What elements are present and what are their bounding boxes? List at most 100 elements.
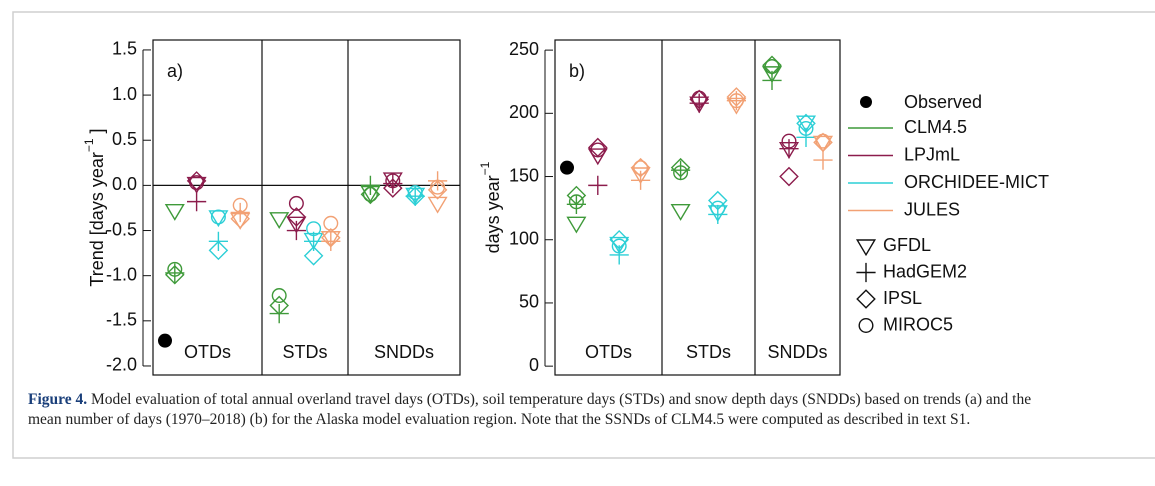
marker-triangle: [286, 216, 307, 234]
marker-plus: [304, 231, 324, 251]
marker-diamond: [269, 295, 289, 316]
marker-diamond: [321, 227, 341, 248]
y-tick-label: -2.0: [106, 355, 137, 375]
category-label: STDs: [686, 342, 731, 362]
marker-triangle: [164, 203, 185, 221]
marker-triangle: [670, 203, 691, 221]
marker-diamond: [813, 132, 833, 153]
y-tick-label: -1.5: [106, 310, 137, 330]
marker-plus: [286, 220, 306, 241]
y-tick-label: 1.0: [112, 84, 137, 104]
y-tick-label: 150: [509, 165, 539, 185]
marker-plus: [631, 170, 651, 190]
marker-triangle: [855, 239, 877, 257]
y-tick-label: 0.0: [112, 174, 137, 194]
marker-plus: [689, 93, 709, 113]
marker-plus: [813, 150, 833, 170]
y-tick-label: 0.5: [112, 129, 137, 149]
category-label: STDs: [283, 342, 328, 362]
marker-diamond: [208, 240, 229, 261]
y-tick-label: 50: [519, 292, 539, 312]
y-axis-label: Trend [days year−1 ]: [82, 128, 107, 286]
category-label: OTDs: [184, 342, 231, 362]
marker-circle: [764, 59, 780, 75]
marker-circle: [798, 120, 814, 136]
marker-diamond: [708, 190, 728, 211]
marker-circle: [189, 175, 205, 191]
marker-diamond: [286, 207, 307, 227]
marker-plus: [187, 192, 207, 212]
marker-circle: [691, 90, 707, 106]
category-label: SNDDs: [374, 342, 434, 362]
marker-plus: [856, 262, 876, 283]
y-axis-label: days year−1: [478, 161, 503, 253]
marker-circle: [407, 185, 423, 201]
plot-frame: [554, 39, 841, 376]
marker-circle: [781, 133, 797, 149]
marker-plus: [779, 139, 799, 159]
legend-label: LPJmL: [904, 144, 960, 164]
y-tick-label: 1.5: [112, 39, 137, 59]
observed-point: [560, 160, 574, 175]
marker-plus: [796, 127, 816, 147]
y-label-superscript: −1: [478, 161, 492, 175]
y-tick-label: -1.0: [106, 264, 137, 284]
marker-circle: [568, 194, 584, 210]
marker-diamond: [566, 185, 587, 206]
marker-circle: [167, 261, 183, 277]
y-tick-label: 0: [529, 355, 539, 375]
marker-triangle: [208, 210, 229, 228]
legend-label: Observed: [904, 92, 982, 112]
marker-diamond: [427, 180, 448, 200]
marker-circle: [430, 179, 446, 195]
caption: Figure 4. Model evaluation of total annu…: [28, 390, 1068, 430]
marker-circle: [590, 142, 606, 158]
legend-observed-marker: [860, 96, 872, 108]
marker-diamond: [670, 157, 691, 178]
marker-diamond: [726, 87, 747, 107]
marker-circle: [858, 318, 874, 334]
legend-label: GFDL: [883, 235, 931, 255]
marker-circle: [210, 209, 226, 225]
y-label-text: days year: [483, 175, 503, 253]
caption-text: Model evaluation of total annual overlan…: [28, 391, 1032, 428]
y-label-suffix: ]: [87, 128, 107, 138]
marker-circle: [385, 173, 401, 189]
marker-triangle: [587, 148, 608, 166]
marker-triangle: [320, 231, 341, 248]
marker-circle: [232, 197, 248, 213]
category-label: OTDs: [585, 342, 632, 362]
figure-frame: [12, 11, 1155, 459]
marker-circle: [673, 165, 689, 181]
marker-diamond: [779, 166, 799, 187]
marker-diamond: [609, 229, 629, 250]
marker-diamond: [689, 89, 709, 110]
plot-frame: [152, 39, 461, 376]
y-tick-label: 200: [509, 102, 539, 122]
marker-diamond: [230, 208, 250, 229]
marker-triangle: [566, 216, 587, 234]
y-label-text: Trend [days year: [87, 152, 107, 286]
marker-circle: [288, 195, 304, 211]
y-tick-label: -0.5: [106, 219, 137, 239]
marker-diamond: [856, 289, 876, 309]
legend-label: ORCHIDEE-MICT: [904, 172, 1049, 192]
marker-circle: [728, 93, 744, 109]
panel-label: b): [569, 61, 585, 81]
legend-label: IPSL: [883, 288, 922, 308]
y-tick-label: 250: [509, 39, 539, 59]
marker-triangle: [269, 212, 290, 229]
marker-circle: [271, 288, 287, 304]
marker-plus: [321, 231, 341, 251]
marker-triangle: [812, 135, 834, 153]
marker-triangle: [630, 167, 651, 185]
marker-circle: [306, 221, 322, 237]
marker-circle: [362, 186, 378, 202]
marker-diamond: [303, 246, 324, 266]
category-label: SNDDs: [767, 342, 827, 362]
marker-circle: [633, 160, 649, 176]
marker-circle: [710, 200, 726, 216]
legend-label: HadGEM2: [883, 261, 967, 281]
